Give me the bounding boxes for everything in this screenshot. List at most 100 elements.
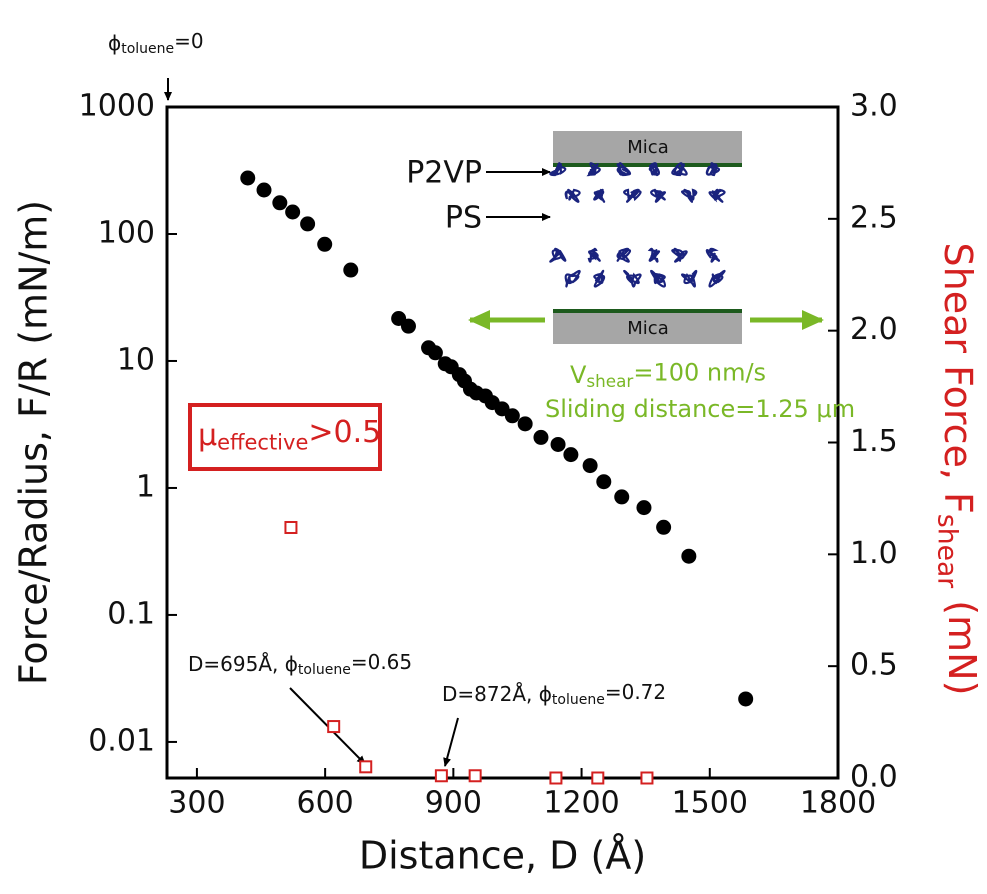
- data-point: [359, 760, 373, 774]
- data-point: [640, 771, 654, 785]
- y2-axis-title: Shear Force, Fshear (mN): [932, 243, 984, 696]
- text-part: shear: [932, 514, 963, 588]
- y-tick-label: 100: [98, 215, 155, 250]
- polymer-chain: [650, 188, 667, 203]
- inset-label: Mica: [627, 318, 668, 339]
- data-point: [549, 771, 563, 785]
- text-part: toluene: [298, 662, 351, 678]
- x-tick-label: 300: [168, 786, 225, 821]
- polymer-chain: [705, 247, 721, 263]
- data-point: [596, 474, 612, 490]
- polymer-chain: [671, 162, 688, 177]
- polymer-chain: [708, 269, 726, 288]
- text-part: ϕ: [108, 31, 121, 55]
- text-part: D=872Å, ϕ: [442, 682, 552, 706]
- text-part: shear: [586, 371, 633, 391]
- data-point: [427, 345, 443, 361]
- polymer-chain: [680, 188, 698, 203]
- data-point: [614, 489, 630, 505]
- x-tick-label: 1500: [672, 786, 748, 821]
- arrow: [443, 717, 459, 767]
- polymer-chain: [586, 162, 601, 177]
- data-point: [317, 236, 333, 252]
- text-part: (mN): [940, 588, 984, 695]
- data-point: [256, 182, 272, 198]
- text-part: V: [570, 361, 587, 389]
- polymer-chain: [648, 162, 661, 177]
- text-part: =0: [174, 28, 203, 52]
- text-part: >0.5: [308, 414, 381, 449]
- polymer-chain: [616, 162, 632, 177]
- polymer-chain: [564, 269, 581, 288]
- x-axis-title: Distance, D (Å): [359, 834, 646, 878]
- annotation: D=695Å, ϕtoluene=0.65: [188, 649, 412, 678]
- text-part: =0.65: [351, 649, 412, 673]
- text-part: =100 nm/s: [633, 358, 766, 386]
- annotation-box: [188, 403, 382, 471]
- annotation: μeffective>0.5: [198, 414, 381, 454]
- inset-label: Mica: [627, 137, 668, 158]
- inset-diagram: [468, 131, 824, 344]
- x-tick-label: 1800: [800, 786, 876, 821]
- y-axis-title: Force/Radius, F/R (mN/m): [12, 200, 56, 685]
- data-point: [400, 318, 416, 334]
- mica-bottom: [553, 313, 742, 344]
- data-point: [738, 691, 754, 707]
- text-part: Shear Force, F: [937, 243, 981, 514]
- data-point: [285, 204, 301, 220]
- data-point: [550, 436, 566, 452]
- y-tick-label: 0.01: [88, 723, 155, 758]
- polymer-chain: [708, 188, 726, 203]
- text-part: toluene: [121, 41, 174, 57]
- data-point: [582, 458, 598, 474]
- y2-tick-label: 1.5: [850, 424, 898, 459]
- y2-tick-label: 2.5: [850, 200, 898, 235]
- y-tick-label: 0.1: [107, 596, 155, 631]
- data-point: [656, 519, 672, 535]
- polymer-chain: [593, 269, 606, 288]
- polymer-chain: [587, 247, 601, 263]
- y-tick-label: 1: [136, 469, 155, 504]
- mica-top: [553, 131, 742, 163]
- y2-tick-label: 3.0: [850, 89, 898, 124]
- data-point: [636, 500, 652, 516]
- polymer-chain: [616, 247, 632, 263]
- polymer-chain: [623, 188, 642, 203]
- polymer-chain: [680, 269, 698, 288]
- x-tick-label: 1200: [543, 786, 619, 821]
- data-point: [533, 429, 549, 445]
- polymer-chain: [705, 162, 721, 177]
- data-point: [517, 416, 533, 432]
- text-part: D=695Å, ϕ: [188, 652, 298, 676]
- polymer-chain: [671, 247, 688, 263]
- data-point: [240, 170, 256, 186]
- data-point: [434, 769, 448, 783]
- annotation: ϕtoluene=0: [108, 28, 204, 57]
- text-part: toluene: [552, 692, 605, 708]
- x-tick-label: 900: [425, 786, 482, 821]
- data-point: [681, 548, 697, 564]
- polymer-chain: [549, 162, 567, 177]
- text-part: =0.72: [605, 679, 666, 703]
- y2-tick-label: 0.0: [850, 760, 898, 795]
- polymer-chain: [564, 188, 581, 203]
- annotation: D=872Å, ϕtoluene=0.72: [442, 679, 666, 708]
- polymer-chain: [623, 269, 642, 288]
- polymer-chain: [647, 247, 661, 263]
- data-point: [343, 262, 359, 278]
- data-point: [468, 769, 482, 783]
- inset-label: P2VP: [406, 156, 482, 191]
- inset-label: PS: [445, 201, 482, 236]
- polymer-chain: [549, 247, 567, 263]
- y-tick-label: 10: [117, 342, 155, 377]
- polymer-chain: [650, 269, 667, 288]
- x-tick-label: 600: [297, 786, 354, 821]
- polymer-chain: [593, 188, 606, 203]
- y-tick-label: 1000: [79, 89, 155, 124]
- data-point: [272, 195, 288, 211]
- data-point: [563, 447, 579, 463]
- y2-tick-label: 1.0: [850, 536, 898, 571]
- text-part: effective: [217, 430, 308, 454]
- annotation: Sliding distance=1.25 μm: [545, 395, 855, 423]
